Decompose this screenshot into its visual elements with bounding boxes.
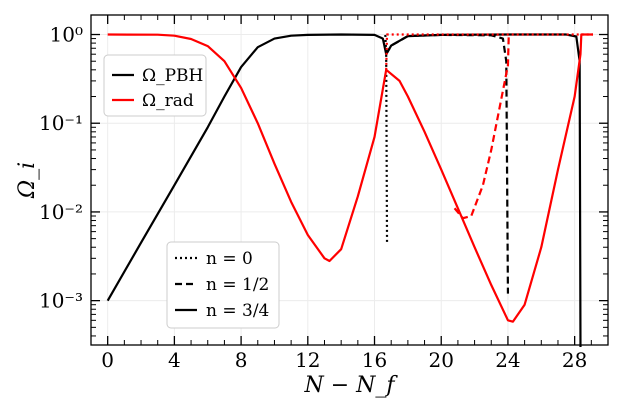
x-tick-label: 20 <box>428 348 453 372</box>
axis-ticks: 0 4 8 12 16 20 24 28 10⁰ 10⁻¹ 10⁻² 10⁻³ <box>39 15 609 372</box>
legend-n-label: n = 1/2 <box>206 275 269 295</box>
x-axis-label: N − N_f <box>303 373 398 398</box>
x-tick-label: 4 <box>168 348 181 372</box>
y-axis-label: Ω_i <box>15 162 40 199</box>
series-rad-n-0-line <box>385 33 593 70</box>
legend-species: Ω_PBH Ω_rad <box>103 54 207 117</box>
series-rad-n-1-2-line <box>453 34 510 220</box>
series-pbh-n-1-2-line <box>385 33 510 294</box>
x-tick-label: 0 <box>101 348 114 372</box>
legend-n-box <box>166 241 280 329</box>
y-tick-label: 10⁻³ <box>39 289 83 313</box>
x-tick-label: 16 <box>362 348 387 372</box>
series-group <box>106 33 593 348</box>
y-tick-label: 10⁻¹ <box>39 111 83 135</box>
legend-n-label: n = 0 <box>206 249 253 269</box>
legend-n: n = 0 n = 1/2 n = 3/4 <box>166 241 280 329</box>
legend-species-label: Ω_rad <box>142 91 194 111</box>
x-tick-label: 24 <box>495 348 520 372</box>
y-tick-label: 10⁻² <box>39 200 83 224</box>
x-tick-label: 28 <box>562 348 587 372</box>
legend-species-label: Ω_PBH <box>142 66 203 86</box>
x-tick-label: 8 <box>235 348 248 372</box>
y-tick-label: 10⁰ <box>50 23 83 47</box>
legend-n-label: n = 3/4 <box>206 301 269 321</box>
series-pbh-n-0-line <box>384 34 389 243</box>
x-tick-label: 12 <box>295 348 320 372</box>
plot-frame <box>90 14 609 346</box>
